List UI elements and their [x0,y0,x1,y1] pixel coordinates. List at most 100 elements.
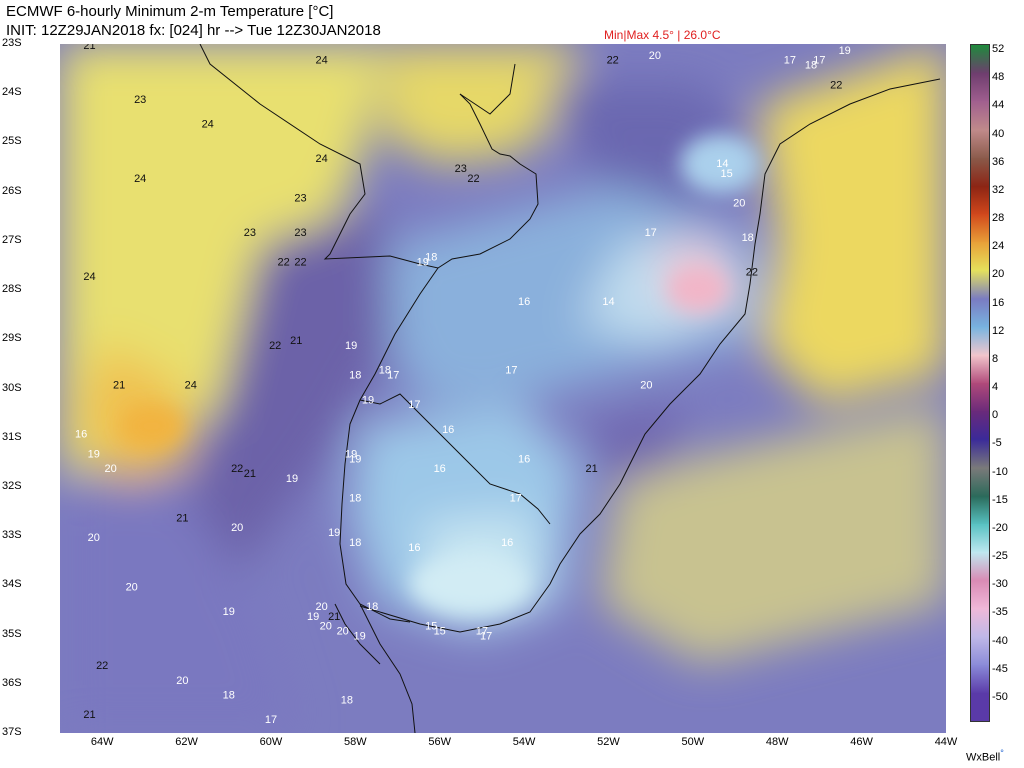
station-value: 18 [349,370,361,382]
lon-label: 60W [259,736,283,748]
map-canvas: 2124222019201917171822232424232214152423… [60,44,946,733]
lat-label: 32S [2,479,22,492]
lat-label: 25S [2,135,22,148]
station-value: 16 [408,542,420,554]
station-value: 18 [379,365,391,377]
colorbar-segment [971,73,989,103]
station-value: 21 [83,709,95,721]
lat-label: 31S [2,430,22,443]
station-value: 20 [176,675,188,687]
station-value: 17 [505,365,517,377]
station-value: 19 [362,394,374,406]
colorbar-label: 36 [992,155,1005,168]
station-value: 19 [353,631,365,643]
lon-label: 50W [681,736,705,748]
colorbar-segment [971,495,989,525]
colorbar-label: -30 [992,578,1008,591]
colorbar-label: 32 [992,183,1005,196]
station-value: 21 [113,380,125,392]
station-value: 19 [328,527,340,539]
station-value: 17 [408,399,420,411]
station-value: 17 [510,493,522,505]
station-value: 23 [294,193,306,205]
temperature-field [60,44,946,733]
station-value: 19 [345,340,357,352]
station-value: 19 [839,45,851,57]
temperature-map[interactable]: 2124222019201917171822232424232214152423… [60,44,946,733]
colorbar-segment [971,439,989,469]
lat-label: 23S [2,37,22,49]
colorbar-segment [971,523,989,553]
station-value: 20 [733,197,745,209]
lat-label: 37S [2,726,22,738]
temperature-colorbar [970,44,990,722]
colorbar-label: 4 [992,381,999,393]
station-value: 15 [434,626,446,638]
colorbar-label: 48 [992,71,1005,84]
colorbar-label: -40 [992,634,1008,647]
colorbar-label: -20 [992,521,1008,534]
colorbar-segment [971,214,989,244]
colorbar-segment [971,664,989,694]
colorbar-segment [971,129,989,159]
station-value: 22 [277,257,289,269]
station-value: 24 [315,153,327,165]
station-value: 19 [286,473,298,485]
station-value: 22 [607,55,619,67]
colorbar-segment [971,383,989,413]
station-value: 19 [417,257,429,269]
political-borders [199,44,941,733]
station-value: 22 [467,173,479,185]
colorbar-segment [971,185,989,215]
station-value: 20 [649,50,661,62]
station-value: 24 [315,55,327,67]
lat-label: 27S [2,233,22,246]
station-value: 22 [96,660,108,672]
colorbar-label: 24 [992,240,1005,253]
station-value: 19 [349,453,361,465]
station-value: 24 [134,173,146,185]
station-value: 24 [202,119,214,131]
colorbar-segment [971,101,989,131]
colorbar-label: 16 [992,296,1005,309]
colorbar-label: -10 [992,465,1008,478]
colorbar-segment [971,636,989,666]
lat-label: 26S [2,184,22,197]
station-value: 20 [231,522,243,534]
station-value: 19 [223,606,235,618]
station-value: 17 [480,631,492,643]
lat-label: 36S [2,676,22,689]
colorbar-label: -25 [992,550,1008,562]
station-value: 23 [134,94,146,106]
lon-label: 48W [765,736,789,748]
lon-label: 58W [344,736,367,748]
lon-label: 56W [428,736,452,748]
lat-label: 35S [2,627,22,640]
station-value: 16 [518,296,530,308]
colorbar-segment [971,552,989,582]
colorbar-label: 8 [992,352,999,365]
station-value: 18 [366,601,378,613]
station-value: 18 [349,537,361,549]
colorbar-label: 0 [992,409,999,422]
station-value: 16 [75,429,87,441]
colorbar-segment [971,467,989,497]
lat-label: 33S [2,529,22,542]
min-max-readout: Min|Max 4.5° | 26.0°C [604,28,721,42]
station-value: 17 [784,55,796,67]
station-value: 16 [501,537,513,549]
station-value: 19 [771,44,783,47]
station-value: 16 [518,453,530,465]
colorbar-label: -15 [992,493,1008,506]
station-value: 19 [88,448,100,460]
colorbar-segment [971,157,989,187]
map-init-line: INIT: 12Z29JAN2018 fx: [024] hr --> Tue … [6,22,381,39]
colorbar-label: -5 [992,437,1002,450]
station-value: 21 [176,512,188,524]
station-value: 24 [185,380,197,392]
lon-label: 46W [850,736,873,748]
colorbar-label: 28 [992,212,1005,224]
map-title: ECMWF 6-hourly Minimum 2-m Temperature [… [6,3,334,20]
station-value: 20 [337,626,349,638]
colorbar-segment [971,692,989,721]
